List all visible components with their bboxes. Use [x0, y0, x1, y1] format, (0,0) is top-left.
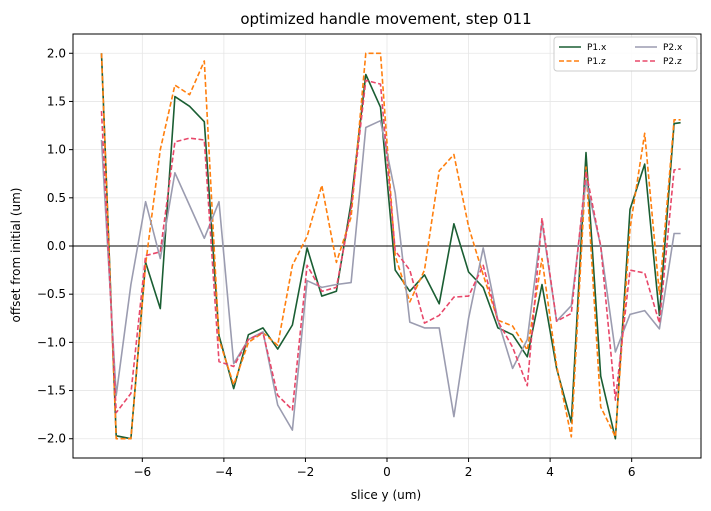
y-tick-label: 0.5 — [47, 191, 66, 205]
chart-title: optimized handle movement, step 011 — [240, 10, 531, 28]
x-tick-label: 6 — [628, 465, 636, 479]
x-tick-label: 4 — [546, 465, 554, 479]
y-tick-label: −2.0 — [37, 432, 66, 446]
x-tick-label: 0 — [383, 465, 391, 479]
series-lines — [100, 52, 681, 440]
series-line-p1-x — [100, 53, 681, 440]
x-axis-label: slice y (um) — [351, 488, 421, 502]
y-tick-label: −1.0 — [37, 335, 66, 349]
y-tick-label: −1.5 — [37, 384, 66, 398]
x-tick-label: −2 — [297, 465, 315, 479]
y-tick-label: 1.0 — [47, 143, 66, 157]
legend-label: P1.x — [587, 43, 607, 53]
x-axis-ticks: −6 −4 −2 0 2 4 6 — [133, 458, 635, 479]
x-tick-label: −4 — [215, 465, 233, 479]
x-tick-label: 2 — [465, 465, 473, 479]
legend: P1.x P1.z P2.x P2.z — [553, 36, 698, 72]
x-tick-label: −6 — [133, 465, 151, 479]
series-line-p2-x — [100, 119, 681, 431]
legend-box — [553, 36, 698, 72]
y-axis-label: offset from initial (um) — [9, 188, 23, 323]
series-line-p1-z — [100, 52, 681, 440]
legend-label: P1.z — [587, 57, 606, 67]
legend-label: P2.x — [663, 43, 683, 53]
y-axis-ticks: −2.0 −1.5 −1.0 −0.5 0.0 0.5 1.0 1.5 2.0 — [37, 46, 73, 446]
series-line-p2-z — [100, 79, 681, 414]
legend-label: P2.z — [663, 57, 682, 67]
y-tick-label: 0.0 — [47, 239, 66, 253]
y-tick-label: 1.5 — [47, 94, 66, 108]
y-tick-label: −0.5 — [37, 287, 66, 301]
y-tick-label: 2.0 — [47, 46, 66, 60]
